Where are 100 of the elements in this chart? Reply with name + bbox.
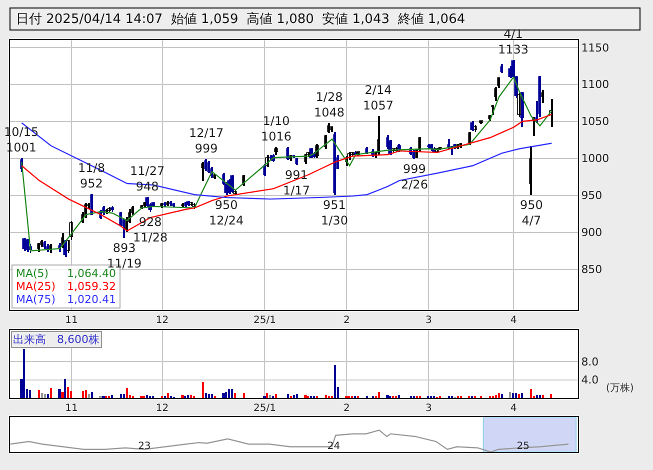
bar [386, 395, 389, 398]
bar [536, 395, 538, 398]
bar [501, 394, 503, 398]
annotation: 1,059.32 [67, 280, 116, 293]
x-tick-label: 2 [344, 315, 350, 326]
text: MA(25) [16, 280, 56, 293]
bar [187, 395, 189, 398]
y-tick-label: 950 [581, 189, 602, 202]
bar [225, 392, 227, 398]
annotation: 1,064.40 [67, 267, 116, 280]
annotation: 950 12/24 [209, 198, 244, 228]
bar [269, 395, 271, 398]
bar [234, 393, 236, 398]
annotation: 951 1/30 [321, 198, 348, 228]
bar [398, 395, 400, 398]
bar [123, 394, 125, 398]
annotation: 991 1/17 [283, 168, 310, 198]
bar [243, 393, 245, 398]
bar [293, 395, 295, 398]
bar [29, 390, 31, 398]
x-tick-label: 12 [156, 315, 169, 326]
annotation: 2/14 1057 [363, 83, 394, 113]
bar [23, 349, 25, 398]
y-tick-label: 1100 [581, 78, 610, 92]
bar [44, 394, 46, 398]
x-tick-label: 4 [510, 403, 517, 414]
bar [58, 389, 61, 398]
bar [47, 394, 49, 398]
bar [211, 394, 213, 398]
bar [82, 391, 84, 398]
bar [542, 395, 544, 398]
bar [64, 379, 66, 398]
x-tick-label: 11 [65, 315, 78, 326]
bar [88, 394, 90, 398]
bar [334, 365, 336, 398]
bar [231, 389, 233, 398]
x-tick-label: 25/1 [253, 315, 276, 326]
bar [181, 395, 184, 398]
bar [41, 393, 43, 398]
bar [111, 395, 113, 398]
annotation: 出来高 8,600株 [13, 333, 100, 346]
y-axis-title: (万株) [606, 382, 634, 394]
x-tick-label: 3 [425, 403, 432, 414]
x-tick-label: 11 [65, 403, 78, 414]
bar [378, 392, 380, 398]
bar [208, 394, 210, 398]
x-tick-label: 2 [344, 403, 350, 414]
bar [518, 394, 520, 398]
series-label: MA(5) [16, 267, 49, 280]
bar [67, 387, 69, 398]
annotation: 1,020.41 [67, 293, 116, 306]
x-tick-label: 24 [327, 441, 340, 452]
y-tick-label: 1050 [581, 115, 610, 128]
bar [146, 395, 148, 398]
bar [190, 395, 192, 398]
bar [498, 393, 500, 398]
y-tick-label: 1000 [581, 152, 610, 166]
text: MA(75) [16, 293, 56, 306]
bar [85, 390, 87, 398]
annotation: 1/28 1048 [314, 90, 345, 120]
bar [126, 388, 128, 398]
bar [167, 393, 169, 398]
bar [521, 393, 523, 398]
bar [539, 395, 541, 398]
y-tick-label: 4.0 [581, 374, 599, 387]
y-tick-label: 1150 [581, 41, 610, 54]
bar [515, 393, 517, 398]
bar [120, 394, 122, 398]
x-tick-label: 23 [138, 441, 151, 452]
chart-title: 日付 2025/04/14 14:07 始値 1,059 高値 1,080 安値 1,043 終値 1,064 [16, 11, 466, 27]
bar [202, 382, 204, 398]
y-tick-label: 8.0 [581, 356, 599, 369]
bar [509, 392, 511, 398]
bar [287, 394, 289, 398]
annotation: 1/10 1016 [261, 114, 292, 144]
bar [50, 388, 52, 398]
annotation: 4/1 1133 [498, 27, 529, 57]
bar [222, 393, 225, 398]
annotation: 928 11/28 [133, 215, 168, 245]
x-tick-label: 25 [516, 441, 530, 452]
bar [304, 395, 307, 398]
bar [296, 394, 298, 398]
x-tick-label: 12 [156, 403, 169, 414]
annotation: 950 4/7 [520, 198, 543, 228]
annotation: 12/17 999 [189, 126, 224, 156]
bar [325, 395, 327, 398]
bar [550, 394, 552, 398]
bar [266, 393, 268, 398]
x-tick-label: 25/1 [253, 403, 276, 414]
bar [205, 393, 207, 398]
bar [512, 393, 514, 398]
x-tick-label: 3 [425, 315, 432, 326]
y-tick-label: 850 [581, 263, 602, 276]
y-tick-label: 900 [581, 226, 602, 240]
annotation: 999 2/26 [401, 162, 428, 192]
bar [38, 390, 40, 398]
bar [61, 392, 64, 398]
bar [275, 394, 277, 398]
bar [228, 389, 230, 398]
bar [91, 392, 93, 398]
